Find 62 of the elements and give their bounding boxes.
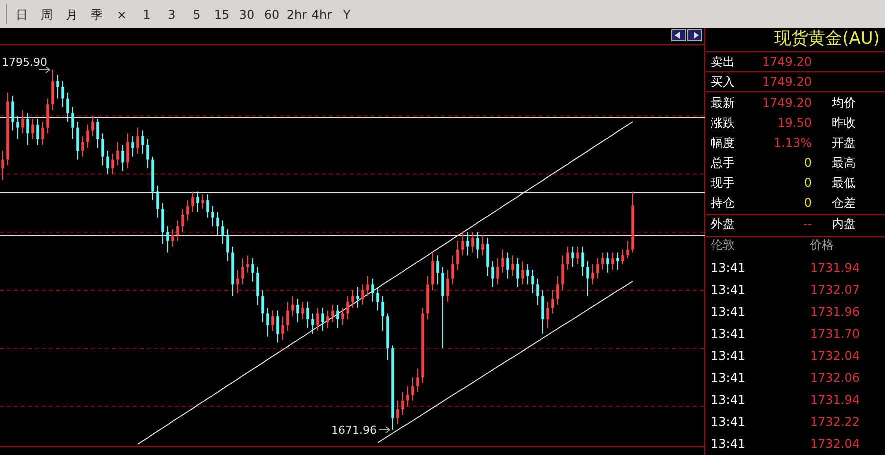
text: 4hr [312, 8, 332, 22]
text: 0 [804, 196, 812, 210]
text: 15 [214, 8, 230, 22]
text: -- [803, 217, 812, 231]
text: 开盘 [832, 136, 856, 150]
text: 均价 [831, 96, 856, 110]
text: 伦敦 [711, 238, 735, 252]
text: 1731.96 [810, 305, 860, 319]
annotation: 1671.96 [332, 424, 377, 437]
text: 现手 [711, 176, 735, 190]
text: 最新 [711, 96, 735, 110]
text: 1732.06 [810, 371, 860, 385]
text: 总手 [710, 156, 735, 170]
text: 13:41 [711, 261, 746, 275]
text: 最低 [832, 176, 856, 190]
text: 1731.94 [810, 393, 860, 407]
text: 现货黄金(AU) [774, 29, 880, 49]
text: 外盘 [711, 217, 735, 231]
text: 持仓 [711, 196, 735, 210]
text: 1732.22 [810, 415, 860, 429]
text: 周 [41, 8, 53, 22]
text: 1.13% [774, 136, 812, 150]
text: 13:41 [711, 349, 746, 363]
text: 卖出 [711, 55, 735, 69]
text: 60 [264, 8, 280, 22]
text: 日 [16, 8, 28, 22]
text: 最高 [832, 156, 856, 170]
text: 仓差 [832, 196, 856, 210]
text: 13:41 [711, 393, 746, 407]
text: 1749.20 [762, 75, 812, 89]
text: 30 [239, 8, 255, 22]
text: 1731.70 [810, 327, 860, 341]
text: 0 [804, 176, 812, 190]
text: 1732.04 [810, 349, 860, 363]
text: 19.50 [778, 116, 812, 130]
text: × [116, 8, 128, 22]
text: 13:41 [711, 305, 746, 319]
text: 1749.20 [762, 96, 812, 110]
text: 1732.07 [810, 283, 860, 297]
text: 月 [66, 8, 78, 22]
text: 季 [91, 8, 103, 22]
text: 1749.20 [762, 55, 812, 69]
text: 1795.90 [2, 56, 48, 69]
text: 涨跌 [711, 116, 735, 130]
text: 1731.94 [810, 261, 860, 275]
text: 13:41 [711, 283, 746, 297]
text: 13:41 [711, 415, 746, 429]
text: 3 [168, 8, 176, 22]
text: 13:41 [711, 437, 746, 451]
text: 1 [143, 8, 151, 22]
text: 昨收 [832, 116, 856, 130]
text: 1732.04 [810, 437, 860, 451]
text: 2hr [286, 8, 308, 22]
text: 13:41 [711, 327, 746, 341]
text: 5 [193, 8, 201, 22]
text: 0 [804, 156, 812, 170]
text: 13:41 [711, 371, 746, 385]
text: 价格 [809, 238, 834, 252]
text: 买入 [711, 75, 735, 89]
text: 内盘 [832, 217, 856, 231]
text: 幅度 [711, 136, 735, 150]
text: Y [342, 8, 352, 22]
